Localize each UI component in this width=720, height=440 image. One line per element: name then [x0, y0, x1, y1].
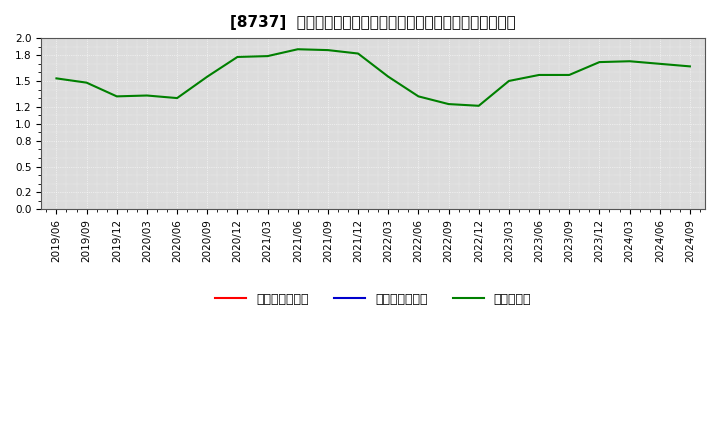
Legend: 売上債権回転率, 買入債務回転率, 在庫回転率: 売上債権回転率, 買入債務回転率, 在庫回転率: [210, 288, 536, 311]
在庫回転率: [323, 48, 332, 53]
在庫回転率: [595, 59, 604, 65]
在庫回転率: [384, 74, 392, 79]
在庫回転率: [233, 54, 242, 59]
在庫回転率: [203, 74, 212, 79]
在庫回転率: [535, 72, 544, 77]
在庫回転率: [264, 54, 272, 59]
在庫回転率: [354, 51, 362, 56]
在庫回転率: [474, 103, 483, 108]
在庫回転率: [52, 76, 60, 81]
在庫回転率: [625, 59, 634, 64]
在庫回転率: [655, 61, 664, 66]
在庫回転率: [82, 80, 91, 85]
在庫回転率: [143, 93, 151, 98]
在庫回転率: [173, 95, 181, 101]
在庫回転率: [112, 94, 121, 99]
在庫回転率: [294, 47, 302, 52]
在庫回転率: [565, 72, 574, 77]
在庫回転率: [685, 64, 694, 69]
Line: 在庫回転率: 在庫回転率: [56, 49, 690, 106]
在庫回転率: [444, 102, 453, 107]
Title: [8737]  売上債権回転率、買入債務回転率、在庫回転率の推移: [8737] 売上債権回転率、買入債務回転率、在庫回転率の推移: [230, 15, 516, 30]
在庫回転率: [505, 78, 513, 84]
在庫回転率: [414, 94, 423, 99]
